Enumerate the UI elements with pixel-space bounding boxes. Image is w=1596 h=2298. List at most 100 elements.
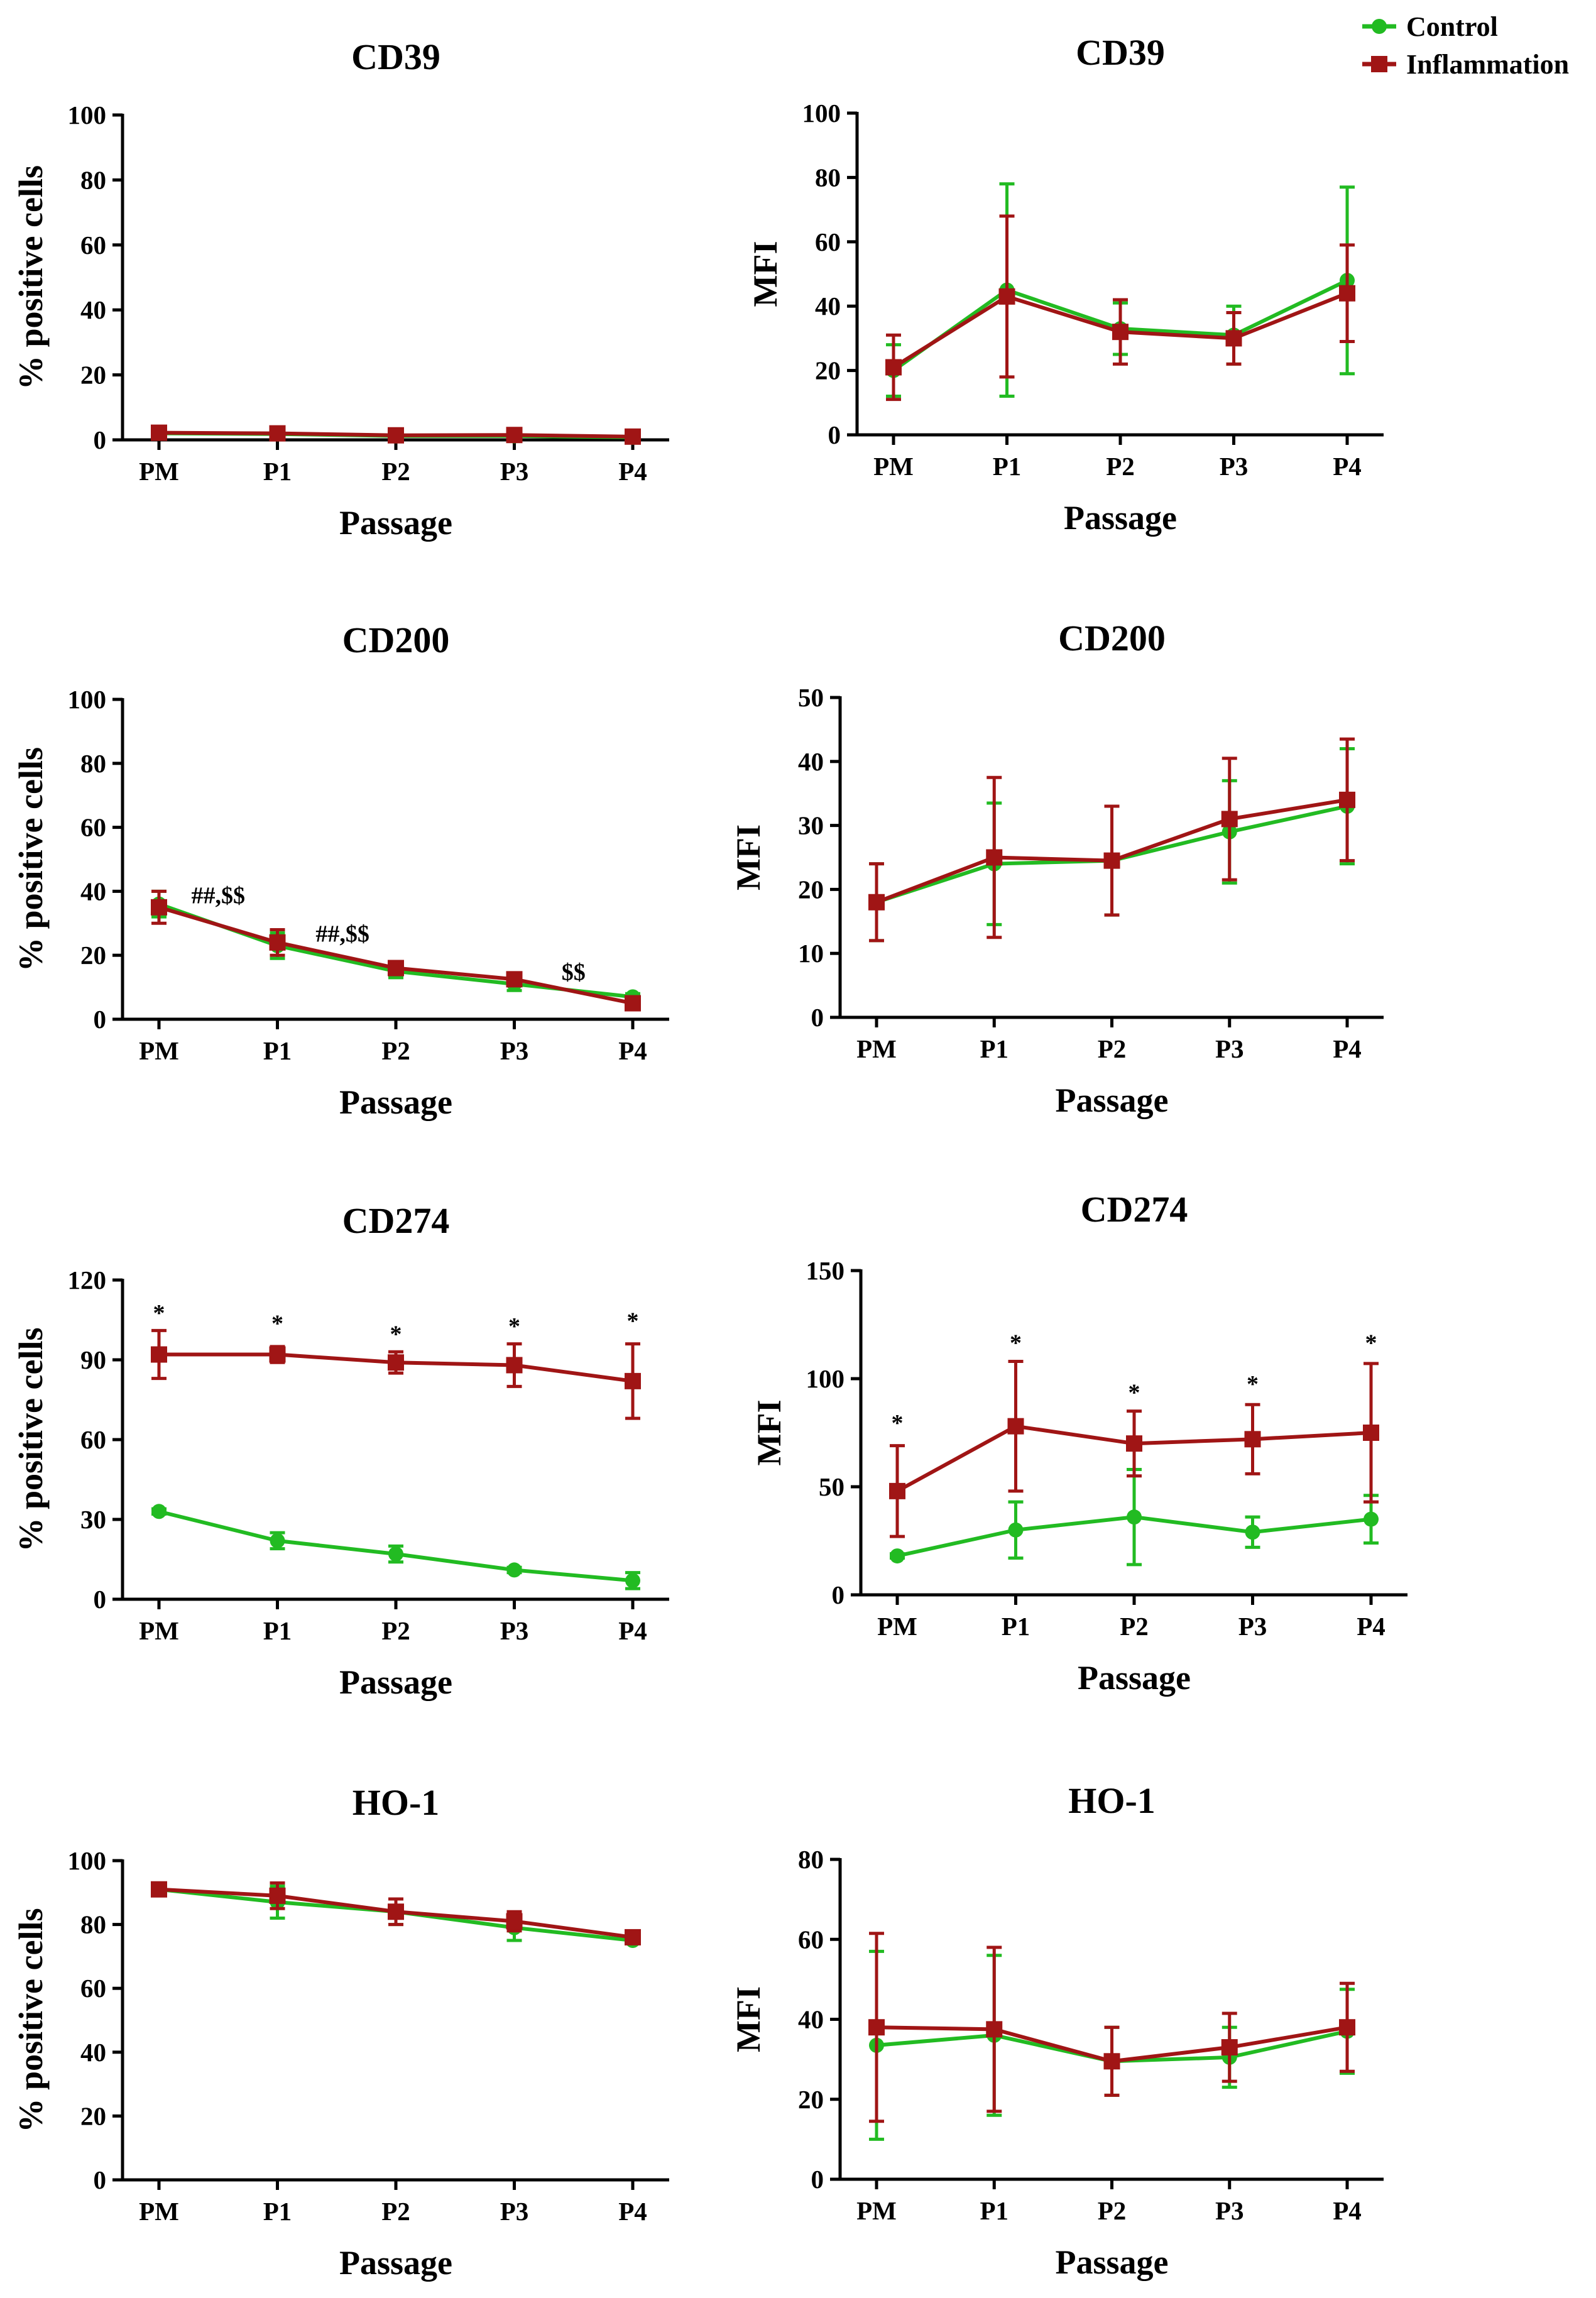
y-tick-label: 60 bbox=[80, 1425, 106, 1454]
data-point bbox=[868, 894, 885, 911]
y-tick-label: 40 bbox=[798, 2005, 824, 2034]
x-axis-label: Passage bbox=[339, 504, 452, 542]
y-tick-label: 80 bbox=[80, 749, 106, 778]
x-tick-label: P4 bbox=[618, 1036, 647, 1065]
x-tick-label: P2 bbox=[1098, 1034, 1127, 1063]
significance-annotation: * bbox=[1365, 1330, 1377, 1357]
x-tick-label: P2 bbox=[1098, 2196, 1127, 2225]
y-tick-label: 100 bbox=[806, 1364, 845, 1393]
data-point bbox=[998, 288, 1015, 305]
y-tick-label: 0 bbox=[94, 425, 107, 454]
chart-title: CD274 bbox=[342, 1200, 450, 1241]
data-point bbox=[625, 1372, 641, 1389]
data-point bbox=[506, 971, 523, 988]
series-inflammation bbox=[151, 424, 641, 445]
significance-annotation: * bbox=[892, 1410, 904, 1436]
y-axis-label: % positive cells bbox=[12, 1328, 50, 1552]
x-tick-label: P4 bbox=[1333, 2196, 1362, 2225]
x-tick-label: P1 bbox=[980, 2196, 1008, 2225]
x-tick-label: P3 bbox=[1220, 452, 1249, 481]
x-tick-label: P3 bbox=[500, 1036, 529, 1065]
y-tick-label: 0 bbox=[94, 1005, 107, 1034]
data-point bbox=[506, 1562, 522, 1578]
panel-cd274-mfi: CD274 0 50 100 150 PM P1 P2 P3 P4 Passage MFI * * * * * bbox=[750, 1189, 1407, 1697]
y-tick-label: 80 bbox=[80, 165, 106, 194]
x-tick-label: P4 bbox=[1333, 1034, 1362, 1063]
y-tick-label: 80 bbox=[815, 163, 841, 192]
significance-annotation: * bbox=[1010, 1330, 1022, 1357]
x-tick-label: P3 bbox=[1238, 1612, 1267, 1641]
y-tick-label: 10 bbox=[798, 939, 824, 968]
data-point bbox=[151, 899, 167, 916]
legend-inflammation-label: Inflammation bbox=[1406, 49, 1569, 80]
x-tick-label: P2 bbox=[381, 1616, 410, 1645]
significance-annotation: * bbox=[1129, 1380, 1140, 1406]
y-tick-label: 40 bbox=[80, 877, 106, 906]
x-tick-label: P1 bbox=[980, 1034, 1008, 1063]
data-point bbox=[1008, 1522, 1024, 1538]
x-axis-label: Passage bbox=[1064, 499, 1177, 537]
data-point bbox=[151, 1346, 167, 1363]
panel-ho1-mfi: HO-1 0 20 40 60 80 PM P1 P2 P3 P4 Passage MFI bbox=[730, 1780, 1384, 2281]
data-point bbox=[388, 1903, 404, 1920]
data-point bbox=[269, 425, 286, 442]
chart-title: HO-1 bbox=[1068, 1780, 1156, 1821]
x-tick-label: P1 bbox=[263, 457, 292, 486]
data-point bbox=[1126, 1435, 1142, 1452]
legend-control-label: Control bbox=[1406, 11, 1498, 42]
y-tick-label: 20 bbox=[80, 2101, 106, 2130]
x-tick-label: PM bbox=[856, 1034, 897, 1063]
data-point bbox=[1339, 791, 1355, 808]
series-inflammation bbox=[151, 889, 641, 1012]
data-point bbox=[1127, 1509, 1142, 1525]
y-tick-label: 60 bbox=[80, 813, 106, 842]
y-tick-label: 40 bbox=[815, 292, 841, 320]
data-point bbox=[868, 2019, 885, 2036]
data-point bbox=[1103, 852, 1120, 869]
y-tick-label: 120 bbox=[68, 1266, 107, 1294]
data-point bbox=[889, 1482, 905, 1499]
y-tick-label: 60 bbox=[80, 231, 106, 260]
y-tick-label: 30 bbox=[80, 1505, 106, 1534]
x-axis-label: Passage bbox=[339, 1083, 452, 1121]
significance-annotation: ##,$$ bbox=[192, 882, 246, 909]
y-tick-label: 60 bbox=[815, 227, 841, 256]
legend-control-marker bbox=[1372, 19, 1387, 34]
series-inflammation bbox=[151, 1881, 641, 1945]
data-point bbox=[1364, 1511, 1379, 1527]
x-tick-label: P4 bbox=[618, 2197, 647, 2226]
data-point bbox=[890, 1548, 905, 1564]
x-tick-label: P3 bbox=[1215, 1034, 1244, 1063]
x-tick-label: P1 bbox=[1002, 1612, 1030, 1641]
y-tick-label: 0 bbox=[828, 420, 841, 449]
significance-annotation: * bbox=[153, 1300, 165, 1327]
y-tick-label: 20 bbox=[80, 361, 106, 390]
x-tick-label: PM bbox=[877, 1612, 917, 1641]
chart-title: CD200 bbox=[1058, 618, 1166, 659]
y-tick-label: 0 bbox=[811, 2165, 824, 2194]
data-point bbox=[885, 359, 902, 376]
significance-annotation: * bbox=[390, 1321, 402, 1348]
y-axis-label: MFI bbox=[730, 824, 767, 890]
legend-inflammation-marker bbox=[1371, 56, 1387, 72]
panel-cd39-mfi: CD39 0 20 40 60 80 100 PM P1 P2 P3 P4 Passage MFI bbox=[746, 32, 1384, 537]
data-point bbox=[1339, 2019, 1355, 2036]
data-point bbox=[151, 1881, 167, 1898]
legend: Control Inflammation bbox=[1362, 11, 1569, 80]
y-tick-label: 100 bbox=[68, 685, 107, 714]
x-tick-label: PM bbox=[139, 2197, 179, 2226]
data-point bbox=[986, 2021, 1003, 2038]
y-tick-label: 40 bbox=[798, 747, 824, 776]
y-tick-label: 20 bbox=[815, 356, 841, 385]
data-point bbox=[625, 1929, 641, 1945]
y-tick-label: 40 bbox=[80, 2038, 106, 2067]
significance-annotation: * bbox=[1247, 1371, 1259, 1398]
panel-cd200-percent-positive: CD200 0 20 40 60 80 100 PM P1 P2 P3 P4 Passage % posi… bbox=[12, 620, 669, 1121]
y-tick-label: 90 bbox=[80, 1345, 106, 1374]
x-tick-label: P3 bbox=[500, 1616, 529, 1645]
panel-ho1-percent-positive: HO-1 0 20 40 60 80 100 PM P1 P2 P3 P4 Passage % posit… bbox=[12, 1782, 669, 2282]
x-tick-label: P2 bbox=[1106, 452, 1135, 481]
y-tick-label: 60 bbox=[80, 1974, 106, 2003]
series-line bbox=[158, 905, 633, 1005]
x-axis-label: Passage bbox=[1056, 2243, 1169, 2281]
